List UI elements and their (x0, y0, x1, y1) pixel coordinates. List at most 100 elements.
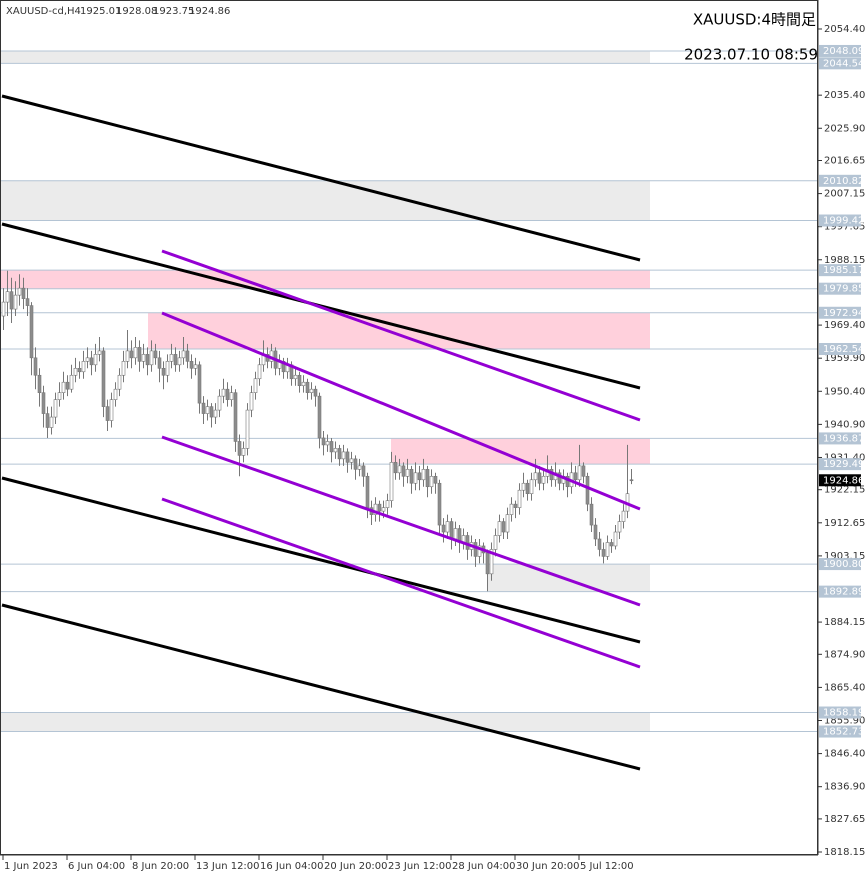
candle-body (525, 482, 530, 495)
candle-body (533, 472, 538, 481)
channel-line (1, 603, 641, 771)
candle-body (197, 364, 202, 404)
y-tick-label: 1884.15 (824, 617, 865, 628)
symbol: XAUUSD-cd,H4 (6, 6, 81, 17)
candle-body (185, 350, 190, 362)
candle-body (217, 395, 222, 411)
y-tick-label: 2007.15 (824, 189, 865, 200)
candle-body (529, 479, 534, 495)
y-tick-label: 1940.90 (824, 419, 865, 430)
candle-body (77, 367, 82, 373)
candle-body (97, 350, 102, 355)
candle-body (121, 361, 126, 376)
candle-body (577, 465, 582, 481)
candle-body (513, 503, 518, 508)
candle-body (17, 287, 22, 296)
candle-body (257, 364, 262, 380)
level-label: 1979.85 (823, 284, 864, 295)
candle-body (593, 524, 598, 540)
candle-body (501, 521, 506, 533)
candle-body (405, 469, 410, 477)
y-tick-label: 1950.40 (824, 386, 865, 397)
level-label: 2010.82 (823, 176, 864, 187)
level-label: 1858.19 (823, 708, 864, 719)
candle-body (629, 479, 634, 482)
channel-line (161, 435, 641, 607)
candle-body (521, 482, 526, 491)
candle-body (349, 458, 354, 463)
candle-body (113, 388, 118, 400)
candle-body (329, 441, 334, 453)
level-label: 1936.87 (823, 433, 864, 444)
level-label: 2044.54 (823, 58, 864, 69)
candle-body (617, 521, 622, 533)
candle-body (445, 521, 450, 533)
y-tick-label: 2035.40 (824, 90, 865, 101)
y-tick-label: 2016.65 (824, 155, 865, 166)
level-label: 1900.80 (823, 559, 864, 570)
price-label-box (819, 474, 861, 487)
y-tick-label: 1912.65 (824, 518, 865, 529)
candle-body (389, 462, 394, 501)
x-tick-label: 1 Jun 2023 (4, 861, 58, 872)
level-label: 1985.17 (823, 265, 864, 276)
candle-body (189, 361, 194, 369)
candle-body (9, 291, 14, 310)
candle-body (601, 549, 606, 557)
candle-body (65, 381, 70, 390)
y-tick-label: 1818.15 (824, 847, 865, 858)
candle-body (133, 347, 138, 359)
x-tick-label: 23 Jun 12:00 (388, 861, 452, 872)
level-label-box (819, 174, 861, 187)
candle-body (449, 521, 454, 540)
level-label-box (819, 214, 861, 227)
candle-body (425, 469, 430, 488)
candle-body (293, 374, 298, 380)
candle-body (209, 406, 214, 418)
candle-body (229, 392, 234, 400)
axes: 2054.40 2035.40 2025.90 2016.65 2007.15 1997.… (2, 24, 865, 872)
candle-body (117, 374, 122, 390)
candle-body (53, 399, 58, 418)
level-label-box (819, 458, 861, 471)
candle-body (453, 528, 458, 540)
y-tick-label: 2054.40 (824, 24, 865, 35)
candle-body (573, 472, 578, 481)
candle-body (365, 475, 370, 508)
y-tick-label: 1922.15 (824, 485, 865, 496)
candle-body (13, 294, 18, 310)
candle-body (609, 542, 614, 547)
channel-line (161, 497, 641, 669)
level-lines (0, 50, 818, 733)
y-tick-label: 1931.40 (824, 452, 865, 463)
candle-body (173, 354, 178, 366)
candle-body (237, 441, 242, 456)
candle-body (205, 406, 210, 414)
zone (0, 270, 650, 289)
level-label: 2048.09 (823, 46, 864, 57)
candle-body (181, 350, 186, 359)
candle-body (5, 291, 10, 303)
channel-line (161, 311, 641, 511)
zone (148, 312, 650, 349)
candle-body (413, 472, 418, 484)
candle-body (441, 524, 446, 533)
x-tick-label: 5 Jul 12:00 (580, 861, 634, 872)
candle-body (29, 305, 34, 359)
candle-body (49, 416, 54, 428)
candle-body (141, 354, 146, 362)
candle-body (517, 489, 522, 508)
candle-body (509, 503, 514, 515)
candle-body (401, 465, 406, 477)
candle-body (101, 350, 106, 407)
candle-body (249, 392, 254, 411)
candle-body (301, 381, 306, 387)
candle-body (45, 413, 50, 428)
candle-body (605, 542, 610, 557)
y-tick-label: 1846.40 (824, 749, 865, 760)
candle-body (225, 388, 230, 400)
candle-body (589, 503, 594, 526)
candle-body (381, 507, 386, 512)
candle-body (21, 287, 26, 299)
